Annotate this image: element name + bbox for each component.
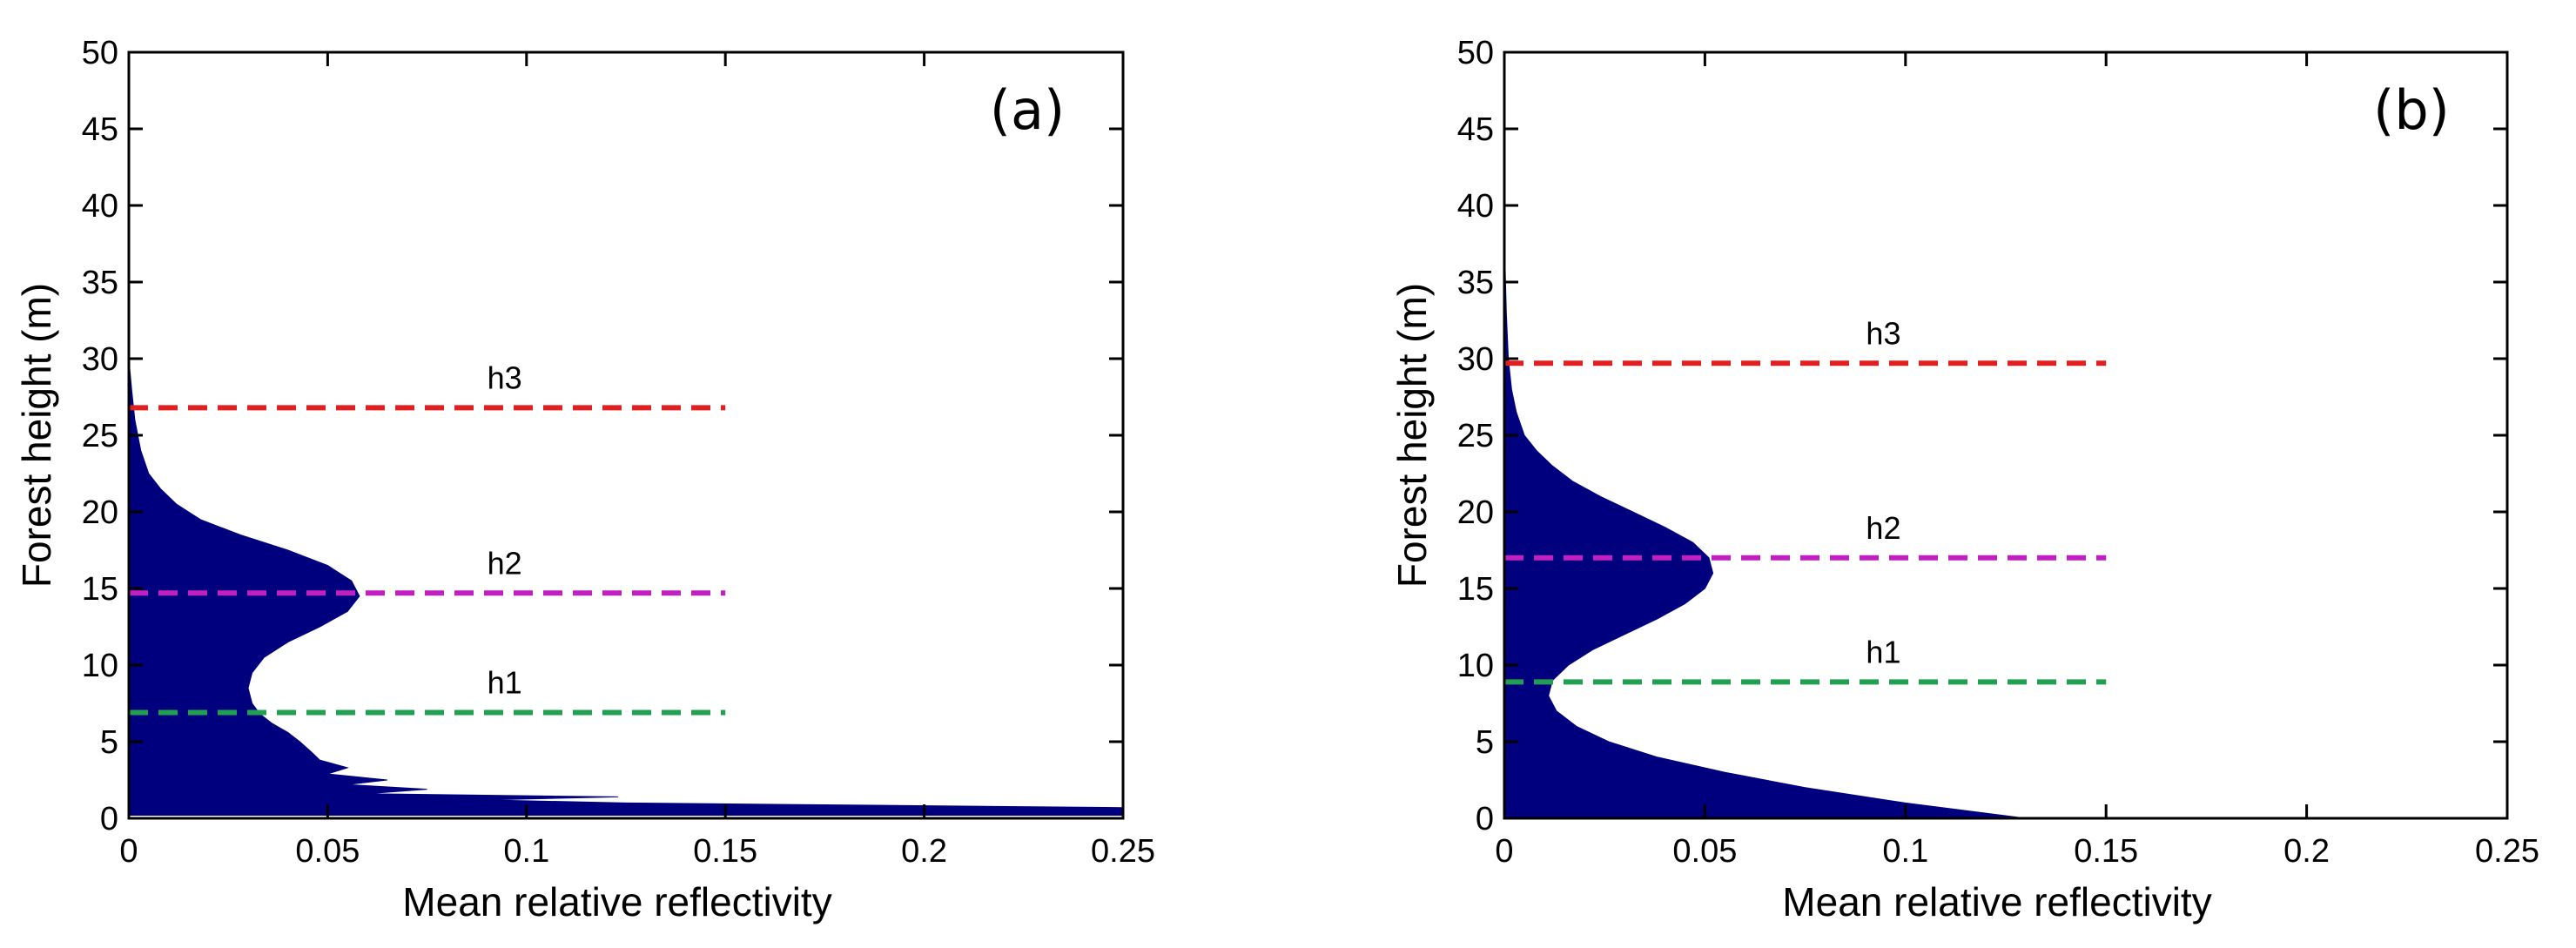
y-tick-label: 45 — [1457, 111, 1494, 148]
y-tick-label: 20 — [82, 494, 118, 531]
x-tick-label: 0.25 — [1091, 833, 1155, 870]
hline-label-h1: h1 — [488, 665, 522, 701]
y-tick-label: 25 — [1457, 418, 1494, 454]
hline-label-h2: h2 — [488, 545, 522, 581]
y-tick-label: 40 — [1457, 188, 1494, 225]
y-tick-label: 50 — [1457, 35, 1494, 71]
x-tick-label: 0.2 — [2283, 833, 2330, 870]
y-tick-label: 0 — [1476, 801, 1494, 837]
y-tick-label: 25 — [82, 418, 118, 454]
x-tick-label: 0 — [119, 833, 138, 870]
y-tick-label: 15 — [1457, 571, 1494, 608]
y-tick-label: 35 — [82, 265, 118, 301]
reflectivity-profile-area — [1503, 236, 2027, 819]
x-tick-label: 0.1 — [1882, 833, 1928, 870]
hline-label-h2: h2 — [1866, 510, 1900, 546]
chart-panel-b: h3 h2 h1 0 0.05 0.1 0.15 0.2 0.25 0 5 10 15 20 25 30 35 4… — [1389, 35, 2539, 924]
x-tick-label: 0.05 — [295, 833, 360, 870]
y-tick-label: 50 — [82, 35, 118, 71]
y-tick-label: 40 — [82, 188, 118, 225]
axes-frame — [1503, 50, 2509, 820]
x-tick-label: 0.05 — [1672, 833, 1737, 870]
x-tick-label: 0.15 — [693, 833, 757, 870]
axes-frame — [127, 50, 1125, 820]
y-tick-label: 5 — [100, 724, 118, 761]
reflectivity-profile-area — [128, 358, 1124, 817]
x-tick-label: 0.15 — [2074, 833, 2138, 870]
y-tick-label: 10 — [1457, 648, 1494, 684]
y-tick-label: 30 — [82, 341, 118, 378]
hline-label-h1: h1 — [1866, 634, 1900, 669]
x-axis-title: Mean relative reflectivity — [1782, 879, 2211, 924]
panel-label: (a) — [990, 78, 1065, 142]
y-tick-label: 0 — [100, 801, 118, 837]
x-axis-title: Mean relative reflectivity — [402, 879, 831, 924]
x-tick-label: 0 — [1495, 833, 1513, 870]
y-tick-label: 20 — [1457, 494, 1494, 531]
x-tick-label: 0.1 — [503, 833, 549, 870]
hline-label-h3: h3 — [488, 360, 522, 395]
chart-panel-a: h3 h2 h1 0 0.05 0.1 0.15 0.2 0.25 0 5 10 15 20 25 30 35 4… — [14, 35, 1155, 924]
y-axis-title: Forest height (m) — [14, 283, 59, 588]
hline-label-h3: h3 — [1866, 315, 1900, 351]
y-axis-title: Forest height (m) — [1389, 283, 1435, 588]
x-tick-label: 0.2 — [901, 833, 947, 870]
x-tick-label: 0.25 — [2475, 833, 2539, 870]
y-tick-label: 15 — [82, 571, 118, 608]
y-tick-label: 30 — [1457, 341, 1494, 378]
y-tick-label: 5 — [1476, 724, 1494, 761]
y-tick-label: 35 — [1457, 265, 1494, 301]
y-tick-label: 10 — [82, 648, 118, 684]
panel-label: (b) — [2373, 78, 2450, 142]
y-tick-label: 45 — [82, 111, 118, 148]
